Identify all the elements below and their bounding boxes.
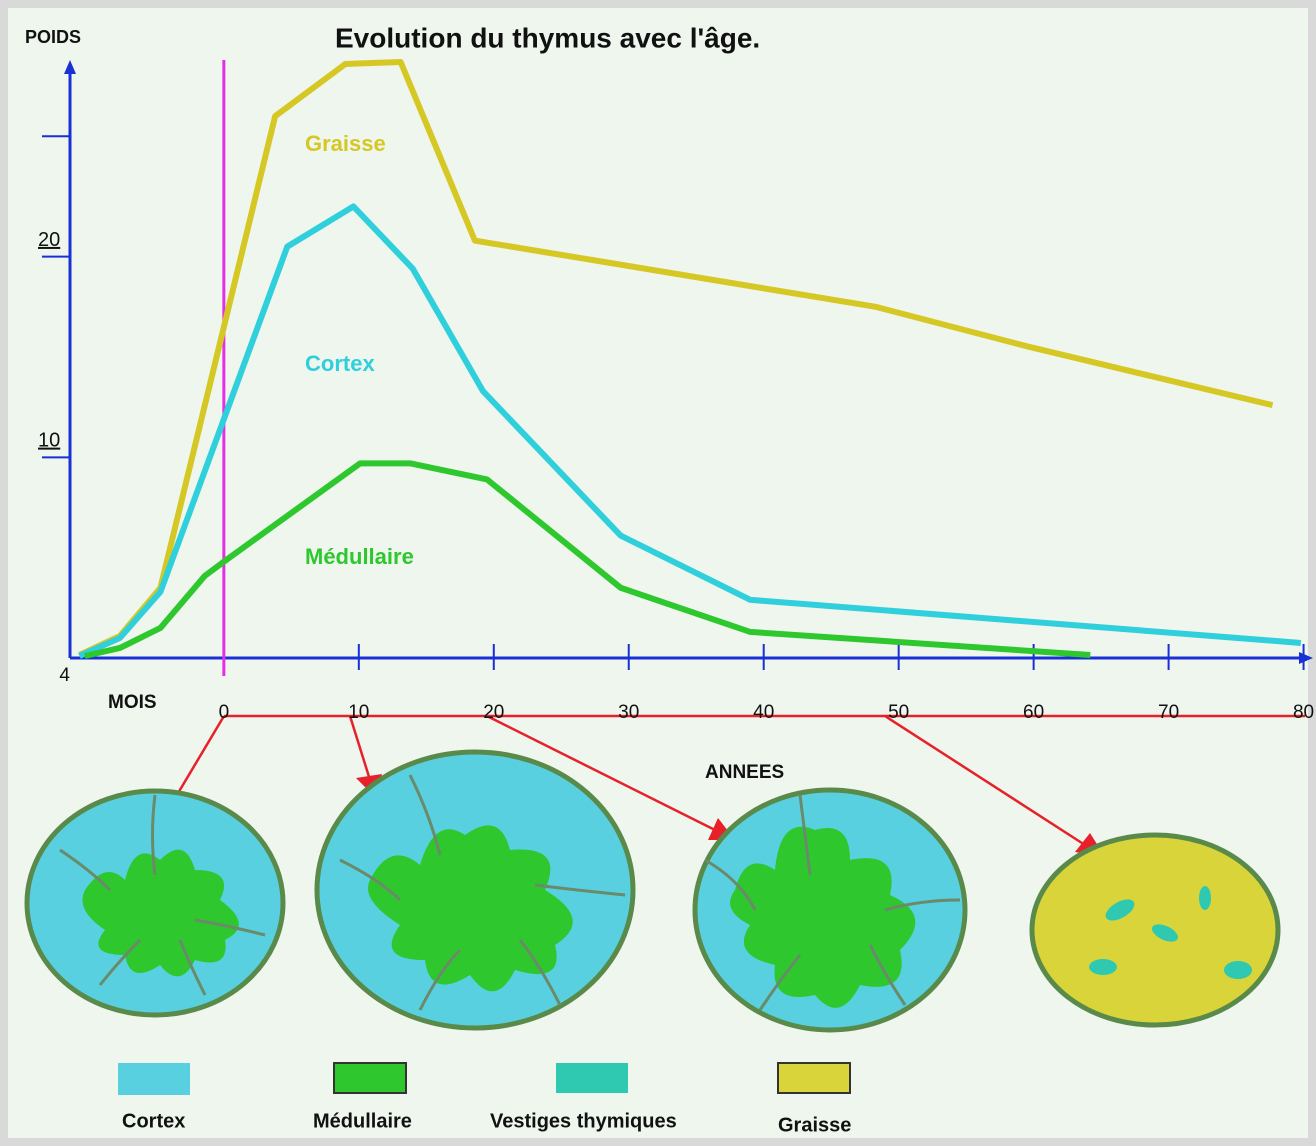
x-tick-label: 30: [618, 702, 639, 723]
x-tick-label: 10: [348, 702, 369, 723]
x-tick-label: 20: [483, 702, 504, 723]
x-tick-label: 0: [219, 702, 230, 723]
x-tick-label: 70: [1158, 702, 1179, 723]
legend-swatch: [118, 1063, 190, 1095]
x-tick-label: 50: [888, 702, 909, 723]
series-label: Cortex: [305, 351, 375, 376]
x-tick-label: 80: [1293, 702, 1314, 723]
x-axis-label: ANNEES: [705, 762, 784, 783]
legend-swatch: [778, 1063, 850, 1093]
page: Evolution du thymus avec l'âge. POIDS MO…: [0, 0, 1316, 1146]
legend-label: Cortex: [122, 1110, 185, 1132]
chart-title: Evolution du thymus avec l'âge.: [335, 22, 760, 53]
x-axis-label: MOIS: [108, 692, 157, 713]
x-tick-label: 4: [59, 665, 70, 686]
legend-label: Médullaire: [313, 1110, 412, 1132]
legend-label: Graisse: [778, 1114, 851, 1136]
legend-swatch: [334, 1063, 406, 1093]
chart: Evolution du thymus avec l'âge. POIDS MO…: [0, 0, 1316, 1146]
legend-label: Vestiges thymiques: [490, 1110, 677, 1132]
legend-swatch: [556, 1063, 628, 1093]
y-tick-label: 20: [38, 229, 60, 251]
y-tick-label: 10: [38, 430, 60, 452]
y-axis-label: POIDS: [25, 27, 81, 47]
series-label: Médullaire: [305, 544, 414, 569]
x-tick-label: 60: [1023, 702, 1044, 723]
series-label: Graisse: [305, 131, 386, 156]
x-tick-label: 40: [753, 702, 774, 723]
